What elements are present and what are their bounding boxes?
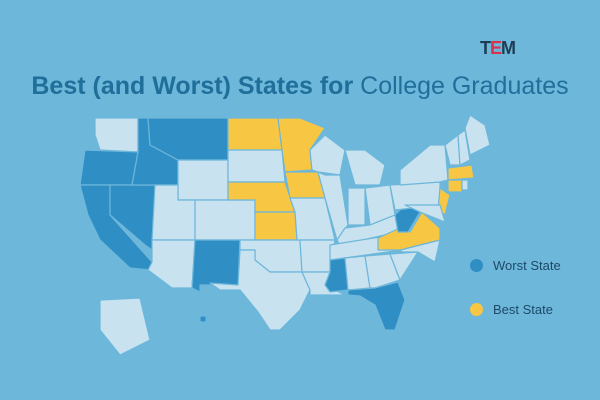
state-ma bbox=[447, 164, 475, 181]
state-ct bbox=[447, 179, 463, 193]
state-or bbox=[79, 149, 139, 186]
state-ny bbox=[399, 144, 449, 186]
state-nh bbox=[457, 129, 471, 166]
state-wa bbox=[94, 117, 139, 153]
state-co bbox=[194, 199, 256, 241]
state-wy bbox=[177, 159, 229, 201]
worst-dot-icon bbox=[470, 259, 483, 272]
state-az bbox=[147, 239, 196, 289]
state-ga bbox=[364, 253, 401, 289]
state-in bbox=[347, 187, 366, 226]
page-title: Best (and Worst) States for College Grad… bbox=[31, 72, 569, 100]
state-ks bbox=[254, 211, 298, 241]
best-dot-icon bbox=[470, 303, 483, 316]
legend-worst: Worst State bbox=[470, 258, 561, 273]
state-me bbox=[464, 114, 491, 156]
tem-logo: TEM bbox=[480, 38, 516, 58]
state-sc bbox=[389, 251, 419, 281]
state-sd bbox=[227, 149, 286, 183]
state-hi bbox=[199, 315, 207, 323]
state-mi bbox=[344, 149, 386, 186]
state-nd bbox=[227, 117, 283, 151]
state-ri bbox=[461, 179, 469, 191]
state-tx bbox=[209, 249, 311, 331]
legend-best: Best State bbox=[470, 302, 553, 317]
state-ak bbox=[99, 297, 151, 356]
state-md bbox=[404, 204, 446, 223]
state-fl bbox=[347, 281, 406, 331]
